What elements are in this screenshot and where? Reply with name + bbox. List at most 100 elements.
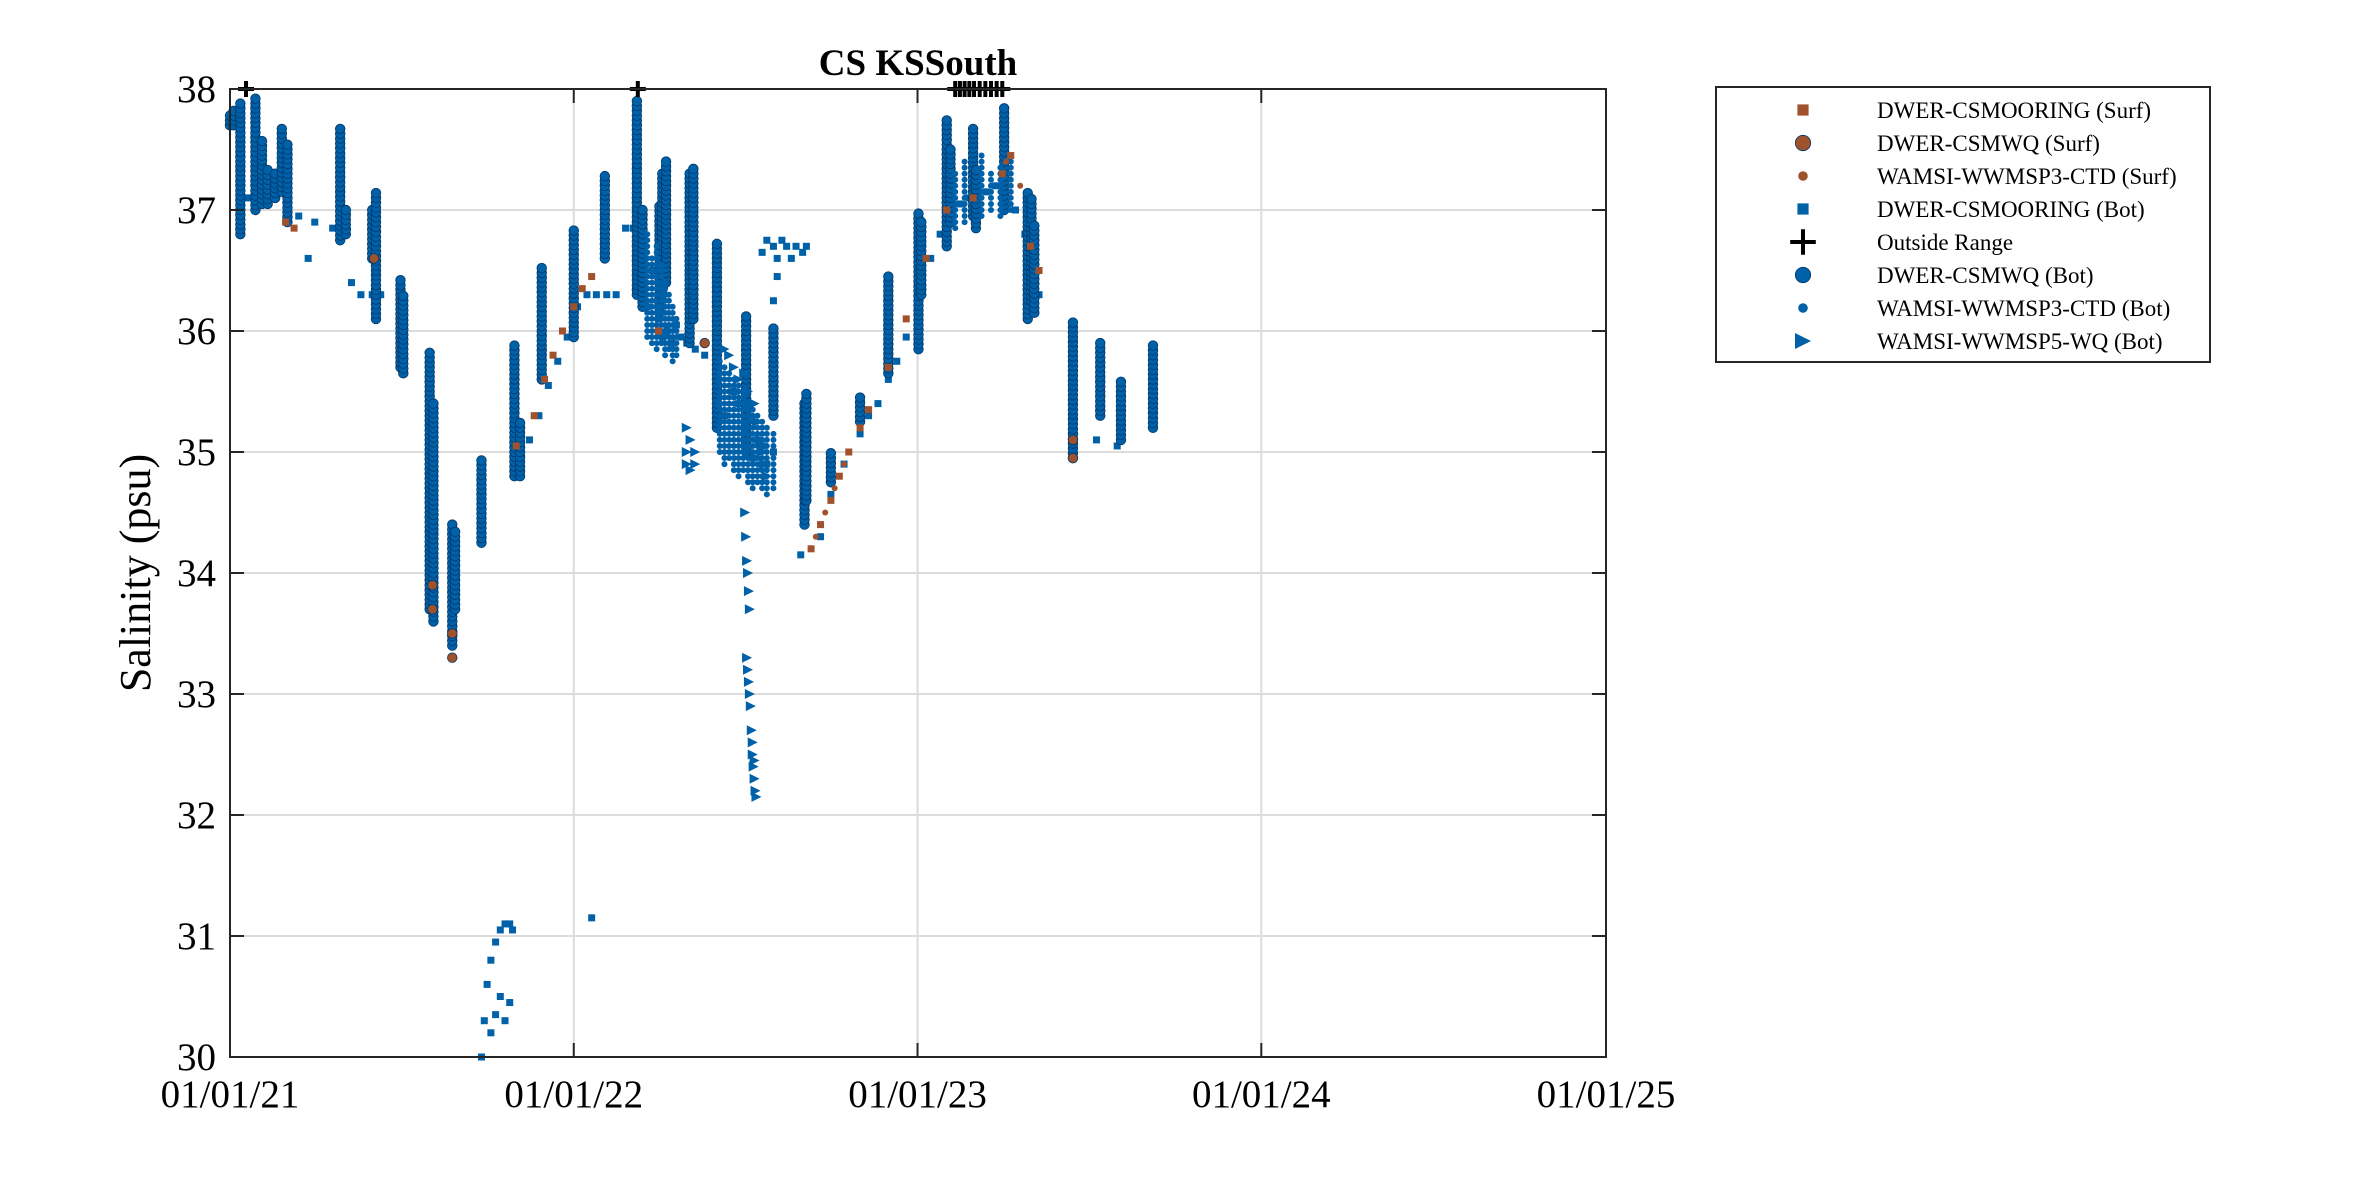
data-point	[987, 170, 994, 177]
data-point	[922, 254, 930, 262]
data-point	[759, 459, 770, 470]
data-point	[763, 491, 770, 498]
data-point	[749, 467, 756, 474]
data-point	[730, 449, 737, 455]
data-point	[744, 689, 755, 699]
data-point	[745, 473, 752, 480]
data-point	[792, 242, 800, 250]
data-point	[644, 261, 651, 268]
data-point	[787, 254, 795, 262]
data-point	[506, 999, 514, 1007]
data-point	[653, 297, 660, 304]
series-wamsi-wwmsp5-wq-bot	[681, 344, 772, 802]
data-point	[644, 309, 651, 316]
data-point	[501, 920, 509, 928]
data-point	[568, 225, 579, 236]
data-point	[770, 467, 777, 474]
data-point	[644, 321, 651, 328]
data-point	[685, 434, 696, 445]
data-point	[690, 459, 701, 470]
data-point	[961, 158, 968, 165]
data-point	[758, 248, 766, 256]
data-point	[304, 254, 312, 262]
data-point	[735, 424, 742, 431]
legend-entry: WAMSI-WWMSP5-WQ (Bot)	[1795, 329, 2163, 354]
data-point	[730, 400, 737, 407]
data-point	[759, 455, 766, 462]
data-point	[716, 442, 723, 449]
data-point	[716, 412, 723, 419]
data-point	[730, 430, 737, 437]
data-point	[716, 388, 723, 395]
data-point	[506, 920, 514, 928]
data-point	[726, 430, 733, 437]
data-point	[763, 424, 770, 431]
data-point	[721, 406, 728, 413]
data-point	[759, 442, 766, 449]
data-point	[648, 267, 655, 274]
data-point	[865, 412, 873, 420]
data-point	[726, 394, 733, 401]
y-tick-label: 30	[177, 1036, 216, 1079]
series-dwer-csmooring-surf	[282, 152, 1043, 553]
data-point	[741, 531, 752, 542]
data-point	[1095, 337, 1106, 349]
data-point	[447, 628, 458, 639]
data-point	[987, 207, 994, 213]
data-point	[754, 467, 761, 474]
data-point	[1067, 434, 1079, 446]
data-point	[735, 442, 742, 449]
data-point	[677, 333, 685, 341]
data-point	[961, 188, 968, 195]
y-tick-label: 38	[177, 68, 216, 111]
data-point	[745, 430, 752, 437]
data-point	[721, 382, 728, 389]
data-point	[1007, 164, 1014, 171]
data-point	[730, 382, 737, 389]
data-point	[644, 291, 651, 298]
data-point	[746, 725, 757, 736]
data-point	[969, 194, 977, 202]
data-point	[726, 388, 733, 395]
data-point	[802, 242, 810, 250]
legend-entry: DWER-CSMWQ (Bot)	[1794, 263, 2094, 288]
data-point	[730, 388, 737, 395]
data-point	[716, 394, 723, 401]
data-point	[1007, 188, 1014, 195]
data-point	[749, 455, 756, 462]
data-point	[1092, 436, 1100, 444]
data-point	[1017, 182, 1024, 189]
data-point	[653, 255, 660, 262]
data-point	[1067, 317, 1079, 328]
data-point	[743, 386, 754, 397]
data-point	[998, 103, 1010, 114]
data-point	[648, 279, 655, 286]
data-point	[740, 400, 747, 407]
data-point	[721, 418, 728, 425]
legend-entry: WAMSI-WWMSP3-CTD (Bot)	[1798, 296, 2170, 321]
data-point	[749, 424, 756, 431]
data-point	[749, 461, 756, 468]
data-point	[997, 194, 1004, 201]
data-point	[893, 357, 901, 365]
data-point	[1026, 193, 1037, 205]
data-point	[740, 449, 747, 455]
data-point	[916, 216, 927, 228]
data-point	[982, 188, 990, 196]
data-point	[761, 471, 772, 482]
legend-entry: Outside Range	[1790, 229, 2013, 255]
data-point	[340, 204, 352, 216]
data-point	[541, 375, 549, 383]
data-point	[535, 412, 543, 420]
data-point	[740, 394, 747, 401]
data-point	[978, 207, 985, 213]
data-point	[745, 400, 752, 407]
data-point	[952, 225, 959, 232]
data-point	[570, 303, 578, 311]
data-point	[735, 394, 742, 401]
data-point	[398, 290, 409, 302]
data-point	[735, 400, 742, 407]
data-point	[644, 249, 651, 256]
legend-label: WAMSI-WWMSP5-WQ (Bot)	[1877, 329, 2163, 354]
